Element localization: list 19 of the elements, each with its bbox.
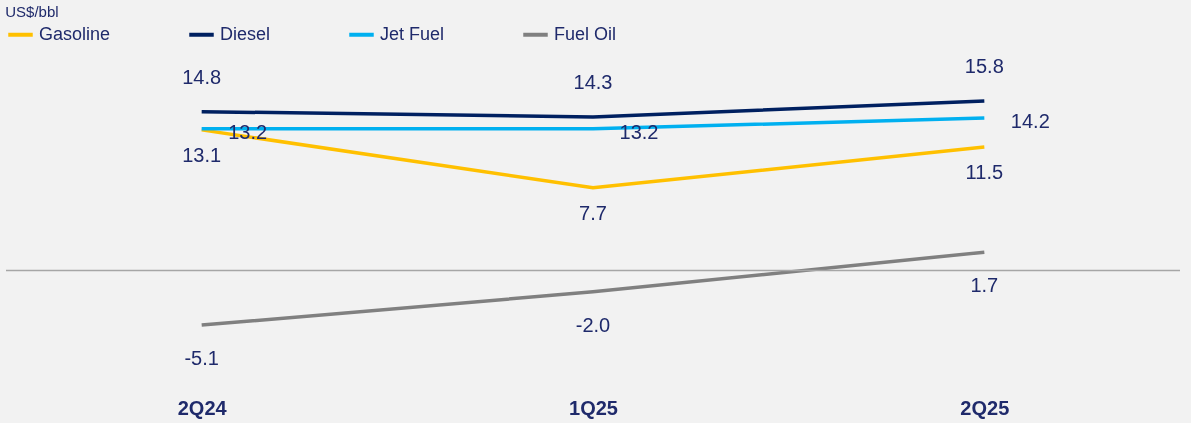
data-label: 15.8 [964,54,1004,77]
legend-label: Gasoline [39,23,111,44]
data-label: 1.7 [970,274,999,297]
data-label: 7.7 [579,201,607,224]
x-tick-label: 1Q25 [569,396,618,419]
data-label: 14.8 [182,65,222,88]
data-label: 14.2 [1010,110,1050,133]
legend-label: Jet Fuel [380,23,445,44]
x-tick-label: 2Q25 [960,396,1010,419]
data-label: 13.1 [182,143,222,166]
legend-label: Diesel [220,23,271,44]
data-label: 14.3 [573,71,613,93]
text: US$/bbl [5,3,59,20]
data-label: -2.0 [575,313,611,336]
data-label: 11.5 [965,161,1004,184]
data-label: 13.2 [228,120,268,143]
data-label: -5.1 [184,347,219,370]
legend-label: Fuel Oil [554,23,617,44]
x-tick-label: 2Q24 [177,396,228,419]
